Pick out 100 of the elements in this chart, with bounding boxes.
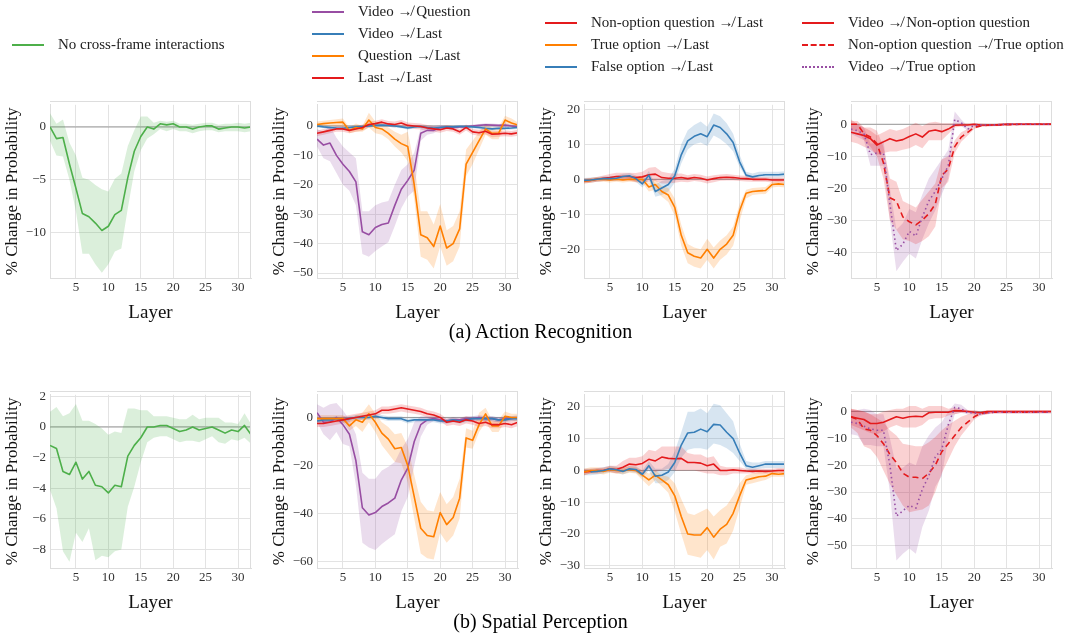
y-tick-label: −10 [559,493,580,509]
x-tick-label: 25 [466,279,480,295]
x-tick-label: 20 [967,279,981,295]
x-tick-label: 20 [700,569,714,585]
y-axis-title: % Change in Probability [802,397,822,566]
x-tick-label: 15 [401,279,415,295]
y-tick-label: −10 [292,146,313,162]
x-tick-label: 25 [1000,279,1014,295]
x-tick-label: 10 [902,279,916,295]
y-tick-label: −40 [826,510,847,526]
y-tick-label: 20 [567,100,580,116]
y-axis-title: % Change in Probability [268,107,288,276]
x-tick-label: 15 [935,569,949,585]
y-tick-label: −10 [25,224,46,240]
x-tick-label: 15 [134,569,148,585]
x-tick-label: 20 [166,569,180,585]
x-tick-label: 25 [466,569,480,585]
x-axis-title: Layer [929,300,975,322]
y-tick-label: −50 [292,264,313,280]
y-tick-label: −40 [292,505,313,521]
x-tick-label: 30 [1032,569,1046,585]
y-tick-label: −40 [826,243,847,259]
x-tick-label: 25 [199,569,213,585]
y-tick-label: −30 [292,205,313,221]
y-tick-label: −60 [292,553,313,569]
y-tick-label: 0 [306,117,313,133]
x-tick-label: 25 [733,569,747,585]
x-tick-label: 30 [1032,279,1046,295]
y-tick-label: 10 [567,430,580,446]
y-tick-label: −5 [32,171,46,187]
y-tick-label: −10 [826,147,847,163]
y-tick-label: −30 [559,557,580,573]
legend-label: Video ↛ Question [358,3,471,20]
x-tick-label: 5 [339,279,347,295]
y-tick-label: −20 [826,179,847,195]
x-tick-label: 15 [134,279,148,295]
x-tick-label: 10 [635,279,649,295]
x-tick-label: 5 [606,279,614,295]
x-tick-label: 30 [231,569,245,585]
x-tick-label: 10 [902,569,916,585]
x-tick-label: 20 [433,279,447,295]
y-tick-label: −2 [32,449,46,465]
y-tick-label: −30 [826,211,847,227]
legend-label: Video ↛ True option [848,58,976,75]
legend-label: No cross-frame interactions [58,36,225,53]
y-axis-title: % Change in Probability [1,107,21,276]
x-tick-label: 15 [668,279,682,295]
x-tick-label: 15 [668,569,682,585]
y-tick-label: 2 [39,387,46,403]
y-tick-label: −20 [292,457,313,473]
y-tick-label: 0 [573,170,580,186]
x-axis-title: Layer [395,590,441,612]
y-tick-label: −30 [826,483,847,499]
x-tick-label: 10 [635,569,649,585]
y-tick-label: −4 [32,479,47,495]
x-axis-title: Layer [128,590,174,612]
text: (a) Action Recognition [447,320,634,343]
legend-label: Non-option question ↛ Last [591,14,764,31]
legend-label: Last ↛ Last [358,69,433,86]
x-axis-title: Layer [395,300,441,322]
y-axis-title: % Change in Probability [535,107,555,276]
x-axis-title: Layer [128,300,174,322]
x-axis-title: Layer [662,300,708,322]
y-tick-label: 10 [567,135,580,151]
y-tick-label: −10 [826,429,847,445]
x-tick-label: 30 [498,569,512,585]
y-tick-label: −20 [292,176,313,192]
legend-label: False option ↛ Last [591,58,714,75]
x-tick-label: 30 [231,279,245,295]
legend-label: Non-option question ↛ True option [848,36,1064,53]
y-tick-label: 0 [39,118,46,134]
y-tick-label: 0 [39,418,46,434]
y-tick-label: −10 [559,205,580,221]
x-tick-label: 20 [700,279,714,295]
x-tick-label: 10 [101,279,115,295]
x-tick-label: 20 [166,279,180,295]
x-tick-label: 10 [368,569,382,585]
x-tick-label: 15 [935,279,949,295]
y-tick-label: −8 [32,541,46,557]
x-tick-label: 25 [733,279,747,295]
legend-label: Question ↛ Last [358,47,461,64]
y-tick-label: 0 [840,402,847,418]
x-tick-label: 5 [606,569,614,585]
y-tick-label: −20 [559,240,580,256]
y-axis-title: % Change in Probability [268,397,288,566]
x-tick-label: 25 [1000,569,1014,585]
y-axis-title: % Change in Probability [802,107,822,276]
legend-label: True option ↛ Last [591,36,710,53]
x-axis-title: Layer [662,590,708,612]
x-tick-label: 30 [765,569,779,585]
x-tick-label: 5 [72,279,80,295]
x-tick-label: 10 [101,569,115,585]
x-tick-label: 5 [873,279,881,295]
y-tick-label: 0 [840,115,847,131]
x-tick-label: 5 [72,569,80,585]
text: (b) Spatial Perception [452,610,629,633]
x-tick-label: 20 [967,569,981,585]
y-axis-title: % Change in Probability [1,397,21,566]
y-tick-label: −50 [826,537,847,553]
y-axis-title: % Change in Probability [535,397,555,566]
